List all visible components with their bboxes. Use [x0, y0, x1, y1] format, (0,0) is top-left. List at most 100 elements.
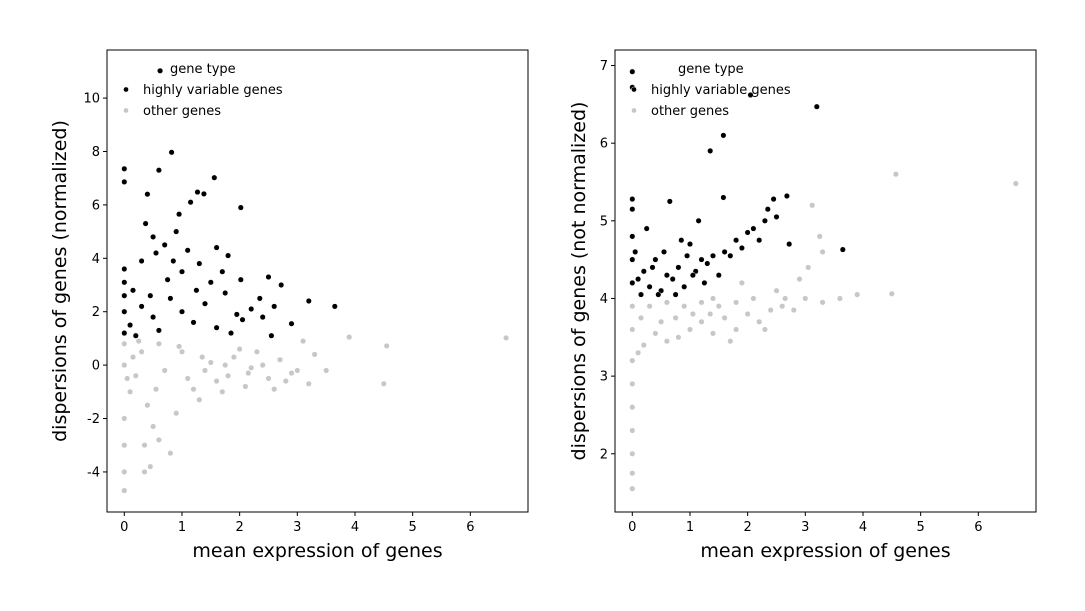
- data-point: [701, 279, 708, 286]
- data-point: [259, 314, 266, 321]
- data-point: [733, 326, 740, 333]
- data-point: [282, 378, 289, 385]
- y-tick-label: 6: [92, 198, 100, 213]
- data-point: [225, 252, 232, 259]
- data-point: [305, 297, 312, 305]
- legend: gene type highly variable genes other gene…: [631, 62, 791, 119]
- data-point: [684, 252, 691, 259]
- data-point: [646, 303, 653, 310]
- data-point: [170, 257, 177, 265]
- data-point: [782, 295, 789, 302]
- data-point: [230, 354, 237, 361]
- data-point: [629, 485, 636, 492]
- data-point: [629, 233, 636, 240]
- data-point: [503, 334, 510, 341]
- data-point: [142, 220, 149, 227]
- x-axis-label: mean expression of genes: [192, 540, 442, 562]
- data-point: [152, 386, 160, 393]
- y-axis-label: dispersions of genes (normalized): [49, 120, 71, 442]
- legend-entry: highly variable genes: [143, 83, 283, 98]
- data-point: [222, 289, 229, 297]
- data-point: [770, 196, 777, 203]
- data-point: [750, 295, 757, 302]
- data-point: [666, 198, 673, 205]
- data-point: [346, 334, 353, 341]
- data-point: [168, 149, 175, 156]
- data-point: [239, 316, 246, 323]
- data-point: [715, 303, 722, 310]
- data-point: [161, 241, 168, 248]
- data-point: [121, 308, 128, 315]
- data-point: [237, 276, 244, 283]
- data-point: [698, 256, 705, 263]
- data-point: [256, 295, 263, 302]
- data-point: [121, 292, 128, 299]
- data-point: [132, 332, 139, 339]
- data-point: [750, 225, 757, 232]
- y-tick-label: -4: [87, 465, 100, 480]
- data-point: [839, 246, 846, 253]
- data-point: [629, 380, 636, 387]
- data-point: [300, 338, 307, 345]
- legend-entry: other genes: [143, 104, 221, 119]
- data-point: [213, 244, 220, 251]
- data-point: [184, 375, 191, 382]
- data-point: [294, 367, 301, 374]
- data-point: [265, 273, 272, 281]
- data-point: [138, 303, 145, 310]
- legend-entry: highly variable genes: [651, 83, 791, 98]
- data-point: [213, 324, 220, 331]
- legend-title: gene type: [170, 62, 236, 77]
- data-point: [686, 326, 694, 333]
- data-point: [152, 249, 160, 257]
- data-point: [854, 291, 861, 298]
- y-tick-label: 3: [600, 370, 608, 385]
- data-point: [225, 372, 232, 379]
- data-point: [147, 292, 154, 299]
- data-point: [707, 147, 714, 154]
- data-point: [187, 199, 194, 206]
- data-point: [629, 196, 636, 203]
- data-point: [779, 303, 786, 310]
- data-point: [129, 354, 137, 361]
- x-tick-label: 4: [351, 520, 359, 535]
- data-point: [744, 310, 751, 318]
- data-point: [715, 272, 722, 279]
- data-point: [681, 303, 688, 310]
- data-point: [635, 349, 642, 356]
- data-point: [698, 318, 705, 325]
- x-tick-label: 3: [801, 520, 809, 535]
- x-tick-label: 3: [293, 520, 301, 535]
- data-point: [629, 303, 636, 310]
- series-highly-variable: [629, 68, 846, 298]
- data-point: [660, 248, 668, 255]
- data-point: [271, 303, 278, 310]
- y-tick-label: 7: [600, 59, 608, 74]
- data-point: [813, 103, 820, 110]
- data-point: [892, 171, 899, 178]
- y-axis-label: dispersions of genes (not normalized): [568, 102, 590, 461]
- data-point: [720, 194, 727, 201]
- data-point: [167, 295, 174, 302]
- data-point: [709, 330, 717, 337]
- x-tick-label: 2: [744, 520, 752, 535]
- data-point: [629, 427, 636, 434]
- data-point: [121, 330, 128, 337]
- data-point: [836, 295, 843, 302]
- data-point: [276, 356, 284, 363]
- data-point: [167, 450, 174, 457]
- data-point: [323, 367, 330, 374]
- data-point: [383, 342, 390, 349]
- data-point: [678, 237, 685, 244]
- data-point: [675, 334, 682, 341]
- data-point: [311, 351, 318, 358]
- data-point: [161, 367, 168, 374]
- data-point: [773, 287, 780, 294]
- data-point: [738, 244, 745, 252]
- data-point: [698, 299, 705, 306]
- data-point: [248, 305, 255, 313]
- data-point: [178, 348, 186, 355]
- x-tick-label: 2: [236, 520, 244, 535]
- data-point: [176, 343, 183, 350]
- data-point: [744, 229, 751, 236]
